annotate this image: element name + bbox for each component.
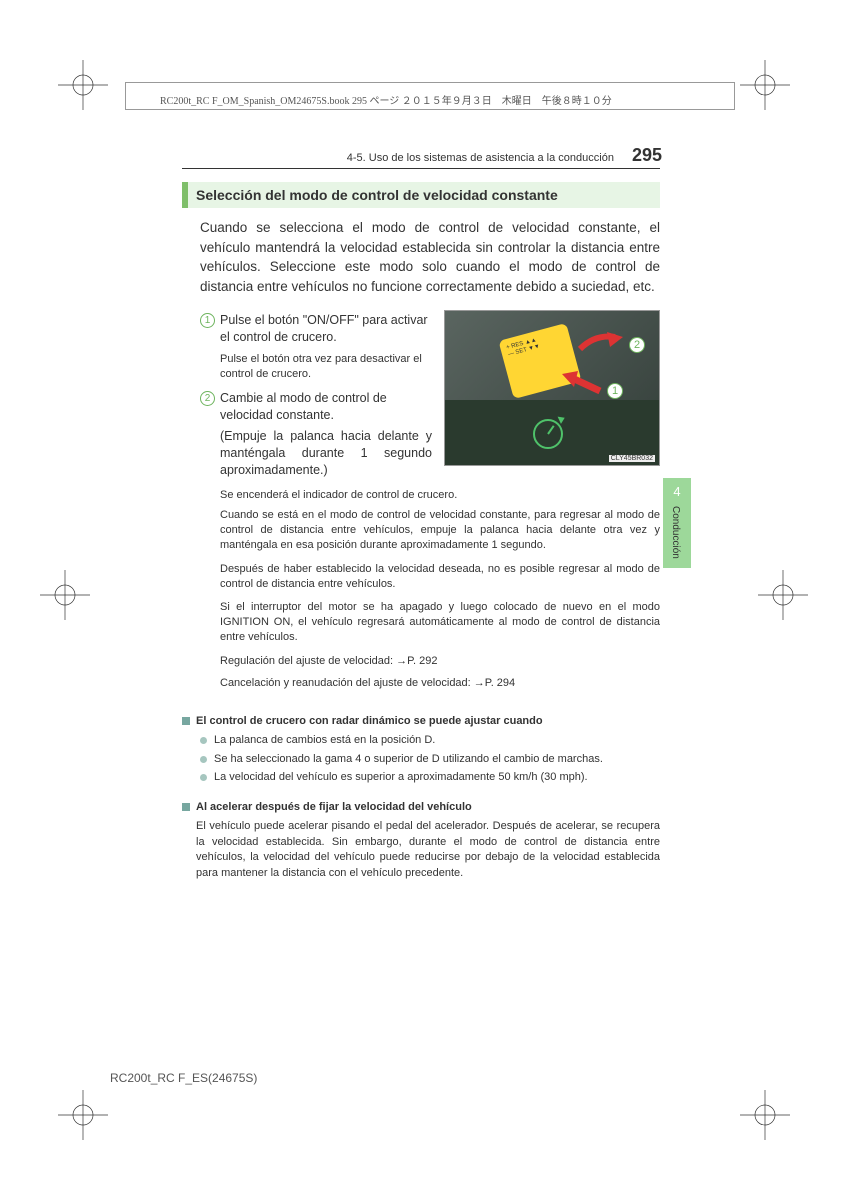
info1-item: Se ha seleccionado la gama 4 o superior … <box>200 752 660 767</box>
footer-code: RC200t_RC F_ES(24675S) <box>110 1071 257 1085</box>
crop-mark-br <box>740 1090 790 1140</box>
info2-body: El vehículo puede acelerar pisando el pe… <box>182 819 660 881</box>
step-1-text: Pulse el botón "ON/OFF" para activar el … <box>220 313 428 344</box>
after-para-c: Después de haber establecido la velocida… <box>220 562 660 592</box>
info1-bullets: La palanca de cambios está en la posició… <box>182 733 660 785</box>
info1-item: La velocidad del vehículo es superior a … <box>200 770 660 785</box>
figure-callout-2: 2 <box>629 337 645 353</box>
step-1-sub: Pulse el botón otra vez para desactivar … <box>220 352 432 382</box>
figure-callout-1: 1 <box>607 383 623 399</box>
figure-code: CLY45BR032 <box>609 455 655 462</box>
after-para-f: Cancelación y reanudación del ajuste de … <box>220 676 660 691</box>
crop-mark-tr <box>740 60 790 110</box>
page-header: 4-5. Uso de los sistemas de asistencia a… <box>182 145 662 166</box>
info1-item: La palanca de cambios está en la posició… <box>200 733 660 748</box>
after-para-b: Cuando se está en el modo de control de … <box>220 508 660 553</box>
chapter-number: 4 <box>663 484 691 499</box>
info-block-1: El control de crucero con radar dinámico… <box>182 714 660 789</box>
arrow-2-icon <box>575 329 625 359</box>
crop-mark-bl <box>58 1090 108 1140</box>
step-1: 1 Pulse el botón "ON/OFF" para activar e… <box>220 312 432 346</box>
after-para-d: Si el interruptor del motor se ha apagad… <box>220 600 660 645</box>
header-meta: RC200t_RC F_OM_Spanish_OM24675S.book 295… <box>160 92 612 107</box>
step-2-detail: (Empuje la palanca hacia delante y manté… <box>220 428 432 479</box>
chapter-tab: 4 Conducción <box>663 478 691 568</box>
step-2: 2 Cambie al modo de control de velocidad… <box>220 390 432 478</box>
instruction-figure: + RES ▲▲— SET ▼▼ 2 1 CLY45BR032 <box>444 310 660 466</box>
after-para-e: Regulación del ajuste de velocidad: →P. … <box>220 654 660 669</box>
crop-mark-ml <box>40 570 90 620</box>
intro-paragraph: Cuando se selecciona el modo de control … <box>200 218 660 296</box>
chapter-label: Conducción <box>670 506 681 559</box>
section-label: 4-5. Uso de los sistemas de asistencia a… <box>347 152 614 164</box>
section-title: Selección del modo de control de velocid… <box>182 182 660 208</box>
crop-mark-mr <box>758 570 808 620</box>
crop-mark-tl <box>58 60 108 110</box>
step-2-number: 2 <box>200 391 215 406</box>
page-number: 295 <box>632 145 662 166</box>
header-rule <box>182 168 660 169</box>
arrow-1-icon <box>560 369 605 399</box>
step-1-number: 1 <box>200 313 215 328</box>
step-2-text: Cambie al modo de control de velocidad c… <box>220 391 387 422</box>
cruise-indicator-icon <box>533 419 563 449</box>
info1-title: El control de crucero con radar dinámico… <box>182 714 660 729</box>
info-block-2: Al acelerar después de fijar la velocida… <box>182 800 660 881</box>
info2-title: Al acelerar después de fijar la velocida… <box>182 800 660 815</box>
after-para-a: Se encenderá el indicador de control de … <box>220 488 660 503</box>
